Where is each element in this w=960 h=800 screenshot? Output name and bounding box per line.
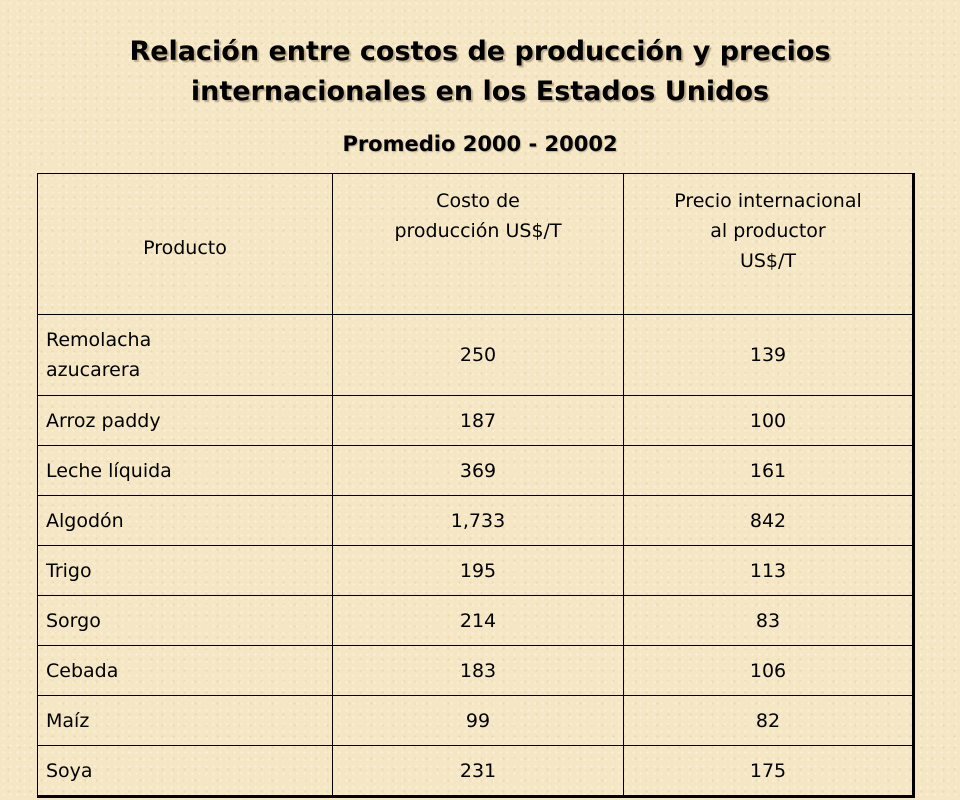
header-costo: Costo de producción US$/T bbox=[332, 173, 624, 315]
cell-precio: 82 bbox=[623, 695, 914, 746]
header-precio-line-1: Precio internacional bbox=[674, 190, 862, 212]
table-row: Maíz 99 82 bbox=[37, 695, 914, 746]
cell-costo: 231 bbox=[332, 745, 624, 797]
cell-producto: Leche líquida bbox=[37, 445, 333, 496]
page-title: Relación entre costos de producción y pr… bbox=[0, 32, 960, 112]
cell-producto: Sorgo bbox=[37, 595, 333, 646]
cell-costo: 195 bbox=[332, 545, 624, 596]
header-precio-line-3: US$/T bbox=[739, 250, 797, 272]
cell-producto: Algodón bbox=[37, 495, 333, 546]
cell-precio: 113 bbox=[623, 545, 914, 596]
table-row: Leche líquida 369 161 bbox=[37, 445, 914, 496]
table-row: Arroz paddy 187 100 bbox=[37, 395, 914, 446]
cell-precio: 842 bbox=[623, 495, 914, 546]
title-line-2: internacionales en los Estados Unidos bbox=[190, 76, 770, 107]
producto-line-2: azucarera bbox=[46, 359, 141, 381]
table-row: Trigo 195 113 bbox=[37, 545, 914, 596]
table-row: Sorgo 214 83 bbox=[37, 595, 914, 646]
cell-costo: 369 bbox=[332, 445, 624, 496]
table-header-row: Producto Costo de producción US$/T Preci… bbox=[37, 173, 914, 315]
cell-precio: 83 bbox=[623, 595, 914, 646]
cell-producto: Cebada bbox=[37, 645, 333, 696]
header-precio: Precio internacional al productor US$/T bbox=[623, 173, 914, 315]
cell-precio: 106 bbox=[623, 645, 914, 696]
table-row: Algodón 1,733 842 bbox=[37, 495, 914, 546]
cell-precio: 175 bbox=[623, 745, 914, 797]
header-producto-label: Producto bbox=[143, 237, 227, 259]
cell-producto: Maíz bbox=[37, 695, 333, 746]
table-row: Cebada 183 106 bbox=[37, 645, 914, 696]
header-precio-line-2: al productor bbox=[710, 220, 826, 242]
cell-costo: 183 bbox=[332, 645, 624, 696]
cost-price-table: Producto Costo de producción US$/T Preci… bbox=[37, 173, 915, 798]
header-producto: Producto bbox=[37, 173, 333, 315]
header-costo-line-1: Costo de bbox=[436, 190, 520, 212]
page-subtitle: Promedio 2000 - 20002 bbox=[342, 132, 618, 156]
cell-producto: Soya bbox=[37, 745, 333, 797]
table-row: Remolacha azucarera 250 139 bbox=[37, 314, 914, 396]
cell-precio: 139 bbox=[623, 314, 914, 396]
cell-producto: Remolacha azucarera bbox=[37, 314, 333, 396]
cell-producto: Arroz paddy bbox=[37, 395, 333, 446]
header-costo-line-2: producción US$/T bbox=[394, 220, 562, 242]
cell-precio: 161 bbox=[623, 445, 914, 496]
cell-precio: 100 bbox=[623, 395, 914, 446]
producto-line-1: Remolacha bbox=[46, 329, 152, 351]
table-row: Soya 231 175 bbox=[37, 745, 914, 797]
cell-costo: 214 bbox=[332, 595, 624, 646]
cell-costo: 250 bbox=[332, 314, 624, 396]
cell-costo: 187 bbox=[332, 395, 624, 446]
cell-costo: 1,733 bbox=[332, 495, 624, 546]
title-line-1: Relación entre costos de producción y pr… bbox=[129, 36, 831, 67]
cell-producto: Trigo bbox=[37, 545, 333, 596]
cell-costo: 99 bbox=[332, 695, 624, 746]
